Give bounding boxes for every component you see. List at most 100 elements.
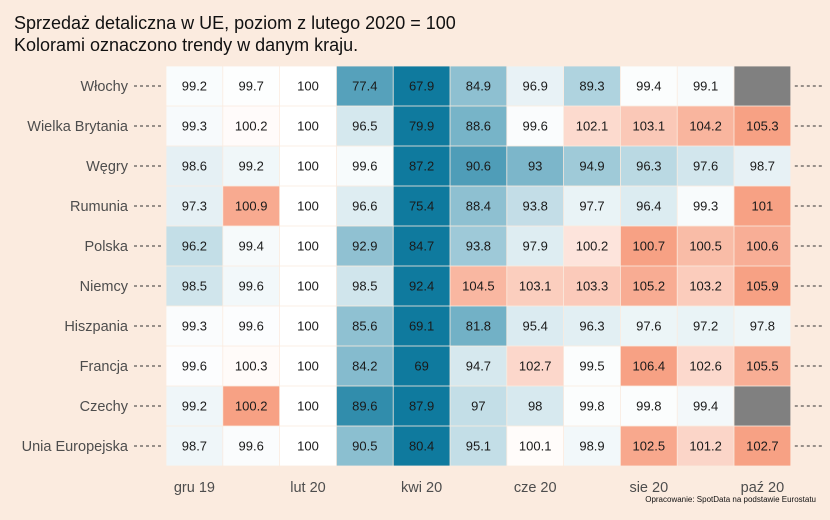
cell-value: 92.9 bbox=[352, 239, 377, 254]
heatmap-cell bbox=[223, 266, 280, 306]
heatmap-cell bbox=[734, 386, 791, 426]
cell-value: 96.6 bbox=[352, 199, 377, 214]
cell-value: 100 bbox=[297, 159, 319, 174]
cell-value: 98.5 bbox=[182, 279, 207, 294]
heatmap-cell bbox=[677, 186, 734, 226]
heatmap-cell bbox=[507, 266, 564, 306]
heatmap-cell bbox=[620, 186, 677, 226]
cell-value: 100 bbox=[297, 199, 319, 214]
heatmap-cell bbox=[620, 266, 677, 306]
cell-value: 97.3 bbox=[182, 199, 207, 214]
heatmap-cell bbox=[620, 386, 677, 426]
cell-value: 99.8 bbox=[636, 399, 661, 414]
cell-value: 105.3 bbox=[746, 119, 779, 134]
cell-value: 96.9 bbox=[523, 79, 548, 94]
heatmap-cell bbox=[223, 226, 280, 266]
heatmap-cell bbox=[393, 266, 450, 306]
heatmap-cell bbox=[393, 66, 450, 106]
cell-value: 104.2 bbox=[689, 119, 722, 134]
heatmap-cell bbox=[450, 426, 507, 466]
cell-value: 106.4 bbox=[633, 359, 666, 374]
heatmap-cell bbox=[450, 226, 507, 266]
cell-value: 101.2 bbox=[689, 439, 722, 454]
heatmap-cell bbox=[280, 146, 336, 186]
chart-title: Sprzedaż detaliczna w UE, poziom z luteg… bbox=[14, 13, 456, 33]
cell-value: 89.6 bbox=[352, 399, 377, 414]
heatmap-cell bbox=[564, 146, 620, 186]
cell-value: 102.7 bbox=[519, 359, 552, 374]
cell-value: 105.9 bbox=[746, 279, 779, 294]
cell-value: 94.9 bbox=[579, 159, 604, 174]
x-tick-label: cze 20 bbox=[514, 480, 557, 496]
cell-value: 96.5 bbox=[352, 119, 377, 134]
heatmap-cell bbox=[507, 146, 564, 186]
heatmap-cell bbox=[620, 66, 677, 106]
cell-value: 96.2 bbox=[182, 239, 207, 254]
cell-value: 99.6 bbox=[239, 439, 264, 454]
heatmap-cell bbox=[450, 386, 507, 426]
heatmap-cell bbox=[507, 186, 564, 226]
heatmap-cell bbox=[507, 306, 564, 346]
heatmap-cell bbox=[393, 306, 450, 346]
row-label: Niemcy bbox=[80, 279, 129, 295]
heatmap-cell bbox=[564, 306, 620, 346]
heatmap-cell bbox=[677, 306, 734, 346]
cell-value: 97.8 bbox=[750, 319, 775, 334]
cell-value-labels: 99.2 99.7 100 77.4 67.9 84.9 96.9 89.3 99.4 99.1 9… bbox=[182, 79, 779, 454]
heatmap-cell bbox=[677, 346, 734, 386]
heatmap-cell bbox=[564, 66, 620, 106]
heatmap-cell bbox=[280, 226, 336, 266]
heatmap-cell bbox=[166, 426, 223, 466]
heatmap-cell bbox=[734, 146, 791, 186]
heatmap-cell bbox=[450, 186, 507, 226]
heatmap-cell bbox=[734, 306, 791, 346]
heatmap-cell bbox=[507, 346, 564, 386]
heatmap-cell bbox=[223, 186, 280, 226]
heatmap-cell bbox=[564, 426, 620, 466]
cell-value: 105.2 bbox=[633, 279, 666, 294]
heatmap-cell bbox=[166, 66, 223, 106]
cell-value: 84.7 bbox=[409, 239, 434, 254]
cell-value: 80.4 bbox=[409, 439, 434, 454]
cell-value: 100.2 bbox=[235, 399, 268, 414]
heatmap-cell bbox=[336, 266, 393, 306]
cell-value: 100 bbox=[297, 239, 319, 254]
cell-value: 88.4 bbox=[466, 199, 491, 214]
heatmap-cell bbox=[336, 346, 393, 386]
heatmap-cell bbox=[620, 426, 677, 466]
cell-value: 100 bbox=[297, 319, 319, 334]
heatmap-cell bbox=[564, 106, 620, 146]
heatmap-cell bbox=[280, 186, 336, 226]
heatmap-cell bbox=[677, 66, 734, 106]
heatmap-cell bbox=[620, 106, 677, 146]
cell-value: 84.2 bbox=[352, 359, 377, 374]
heatmap-cell bbox=[223, 346, 280, 386]
x-tick-label: lut 20 bbox=[290, 480, 325, 496]
cell-value: 89.3 bbox=[579, 79, 604, 94]
cell-value: 99.6 bbox=[239, 319, 264, 334]
cell-value: 69 bbox=[414, 359, 428, 374]
cell-value: 97.9 bbox=[523, 239, 548, 254]
cell-value: 102.6 bbox=[689, 359, 722, 374]
heatmap-cell bbox=[620, 146, 677, 186]
heatmap-cell bbox=[677, 106, 734, 146]
heatmap-cell bbox=[620, 226, 677, 266]
heatmap-cell bbox=[450, 266, 507, 306]
cell-value: 96.3 bbox=[579, 319, 604, 334]
heatmap-cell bbox=[223, 426, 280, 466]
cell-value: 99.6 bbox=[352, 159, 377, 174]
cell-value: 94.7 bbox=[466, 359, 491, 374]
cell-value: 98.6 bbox=[182, 159, 207, 174]
cell-value: 99.1 bbox=[693, 79, 718, 94]
cell-value: 99.5 bbox=[579, 359, 604, 374]
chart-caption: Opracowanie: SpotData na podstawie Euros… bbox=[645, 495, 816, 504]
row-label: Hiszpania bbox=[64, 319, 129, 335]
row-label: Francja bbox=[80, 359, 129, 375]
row-label: Wielka Brytania bbox=[27, 119, 129, 135]
cell-value: 95.1 bbox=[466, 439, 491, 454]
heatmap-cell bbox=[280, 426, 336, 466]
heatmap-cell bbox=[336, 306, 393, 346]
cell-value: 90.6 bbox=[466, 159, 491, 174]
cell-value: 99.4 bbox=[693, 399, 718, 414]
